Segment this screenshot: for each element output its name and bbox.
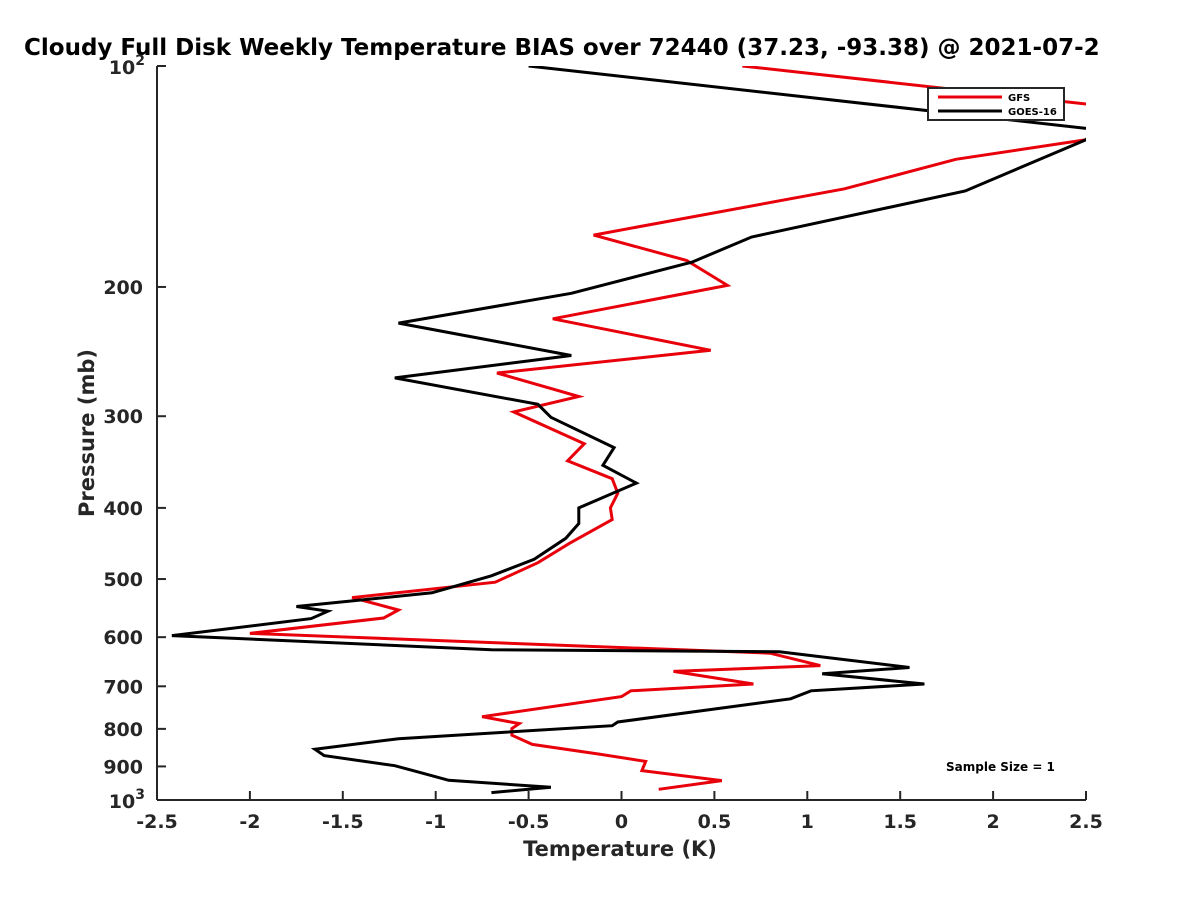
x-tick-label: 0.5 xyxy=(698,811,732,833)
y-tick-label: 900 xyxy=(103,756,143,778)
y-tick-label: 600 xyxy=(103,627,143,649)
y-axis-label: Pressure (mb) xyxy=(75,349,99,517)
x-axis: -2.5 -2 -1.5 -1 -0.5 0 0.5 1 1.5 2 2.5 xyxy=(136,791,1103,833)
x-tick-label: -0.5 xyxy=(508,811,550,833)
x-tick-label: -2 xyxy=(239,811,260,833)
y-tick-label-power: 102 xyxy=(109,53,145,79)
series-layer xyxy=(171,66,1086,795)
x-tick-label: 1 xyxy=(801,811,814,833)
x-tick-label: 2.5 xyxy=(1069,811,1103,833)
sample-size-annotation: Sample Size = 1 xyxy=(946,760,1055,774)
x-tick-label: 2 xyxy=(986,811,999,833)
legend-label: GOES-16 xyxy=(1008,107,1057,118)
legend-label: GFS xyxy=(1008,93,1030,104)
x-tick-label: -1 xyxy=(425,811,446,833)
x-tick-label: -1.5 xyxy=(322,811,364,833)
y-tick-label: 800 xyxy=(103,719,143,741)
y-tick-label: 400 xyxy=(103,498,143,520)
y-tick-label: 200 xyxy=(103,277,143,299)
y-tick-label-power: 103 xyxy=(109,787,145,813)
chart-title: Cloudy Full Disk Weekly Temperature BIAS… xyxy=(24,35,1100,61)
legend: GFS GOES-16 xyxy=(927,87,1065,121)
x-tick-label: 1.5 xyxy=(883,811,917,833)
series-line-gfs xyxy=(249,66,1086,791)
x-tick-label: -2.5 xyxy=(136,811,178,833)
x-axis-label: Temperature (K) xyxy=(523,837,717,861)
y-tick-label: 500 xyxy=(103,569,143,591)
series-line-goes-16 xyxy=(171,66,1086,795)
y-tick-label: 300 xyxy=(103,406,143,428)
x-tick-label: 0 xyxy=(615,811,628,833)
y-tick-label: 700 xyxy=(103,676,143,698)
y-axis: 200 300 400 500 600 700 800 900 102 103 xyxy=(103,53,166,813)
legend-box xyxy=(927,87,1065,121)
